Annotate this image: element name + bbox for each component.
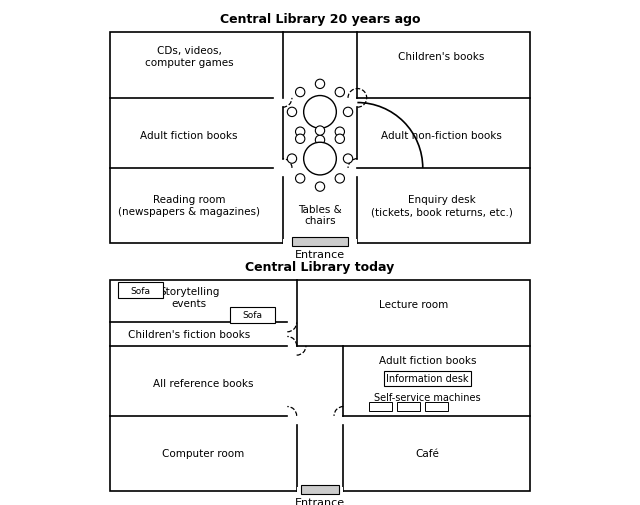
Circle shape [335, 128, 344, 137]
Text: Entrance: Entrance [295, 250, 345, 260]
Circle shape [303, 96, 337, 129]
FancyBboxPatch shape [118, 283, 163, 298]
Text: Storytelling
events: Storytelling events [159, 286, 220, 308]
Text: Entrance: Entrance [295, 497, 345, 505]
Circle shape [316, 127, 324, 136]
Text: Lecture room: Lecture room [379, 299, 448, 309]
Circle shape [316, 80, 324, 89]
Bar [110, 33, 530, 243]
Text: Children's books: Children's books [398, 52, 484, 62]
Bar [292, 237, 348, 246]
Circle shape [335, 88, 344, 97]
Bar [425, 402, 449, 412]
Bar [297, 487, 343, 493]
Text: Café: Café [415, 448, 440, 459]
Bar [110, 281, 530, 491]
Circle shape [343, 108, 353, 117]
Text: Central Library today: Central Library today [245, 261, 395, 273]
Text: All reference books: All reference books [153, 378, 253, 388]
Text: Information desk: Information desk [386, 374, 468, 384]
Circle shape [296, 135, 305, 144]
Text: CDs, videos,
computer games: CDs, videos, computer games [145, 46, 234, 68]
Circle shape [296, 174, 305, 184]
Text: Adult non-fiction books: Adult non-fiction books [381, 131, 502, 141]
Circle shape [287, 155, 297, 164]
Text: Children's fiction books: Children's fiction books [128, 329, 250, 339]
Circle shape [343, 155, 353, 164]
Circle shape [303, 143, 337, 176]
Circle shape [296, 128, 305, 137]
Circle shape [316, 183, 324, 192]
Circle shape [335, 174, 344, 184]
Text: Computer room: Computer room [162, 448, 244, 459]
Text: Adult fiction books: Adult fiction books [379, 355, 476, 365]
Bar [301, 485, 339, 494]
Bar [369, 402, 392, 412]
Text: Central Library 20 years ago: Central Library 20 years ago [220, 13, 420, 26]
Circle shape [316, 136, 324, 145]
Text: Adult fiction books: Adult fiction books [140, 131, 238, 141]
Text: Sofa: Sofa [130, 286, 150, 295]
Text: Self-service machines: Self-service machines [374, 392, 481, 402]
Text: Sofa: Sofa [243, 311, 262, 320]
Circle shape [287, 108, 297, 117]
Text: Tables &
chairs: Tables & chairs [298, 205, 342, 226]
Circle shape [335, 135, 344, 144]
Bar [283, 240, 357, 245]
Circle shape [296, 88, 305, 97]
Text: Reading room
(newspapers & magazines): Reading room (newspapers & magazines) [118, 195, 260, 217]
FancyBboxPatch shape [230, 308, 275, 323]
Bar [397, 402, 420, 412]
Text: Enquiry desk
(tickets, book returns, etc.): Enquiry desk (tickets, book returns, etc… [371, 195, 513, 217]
